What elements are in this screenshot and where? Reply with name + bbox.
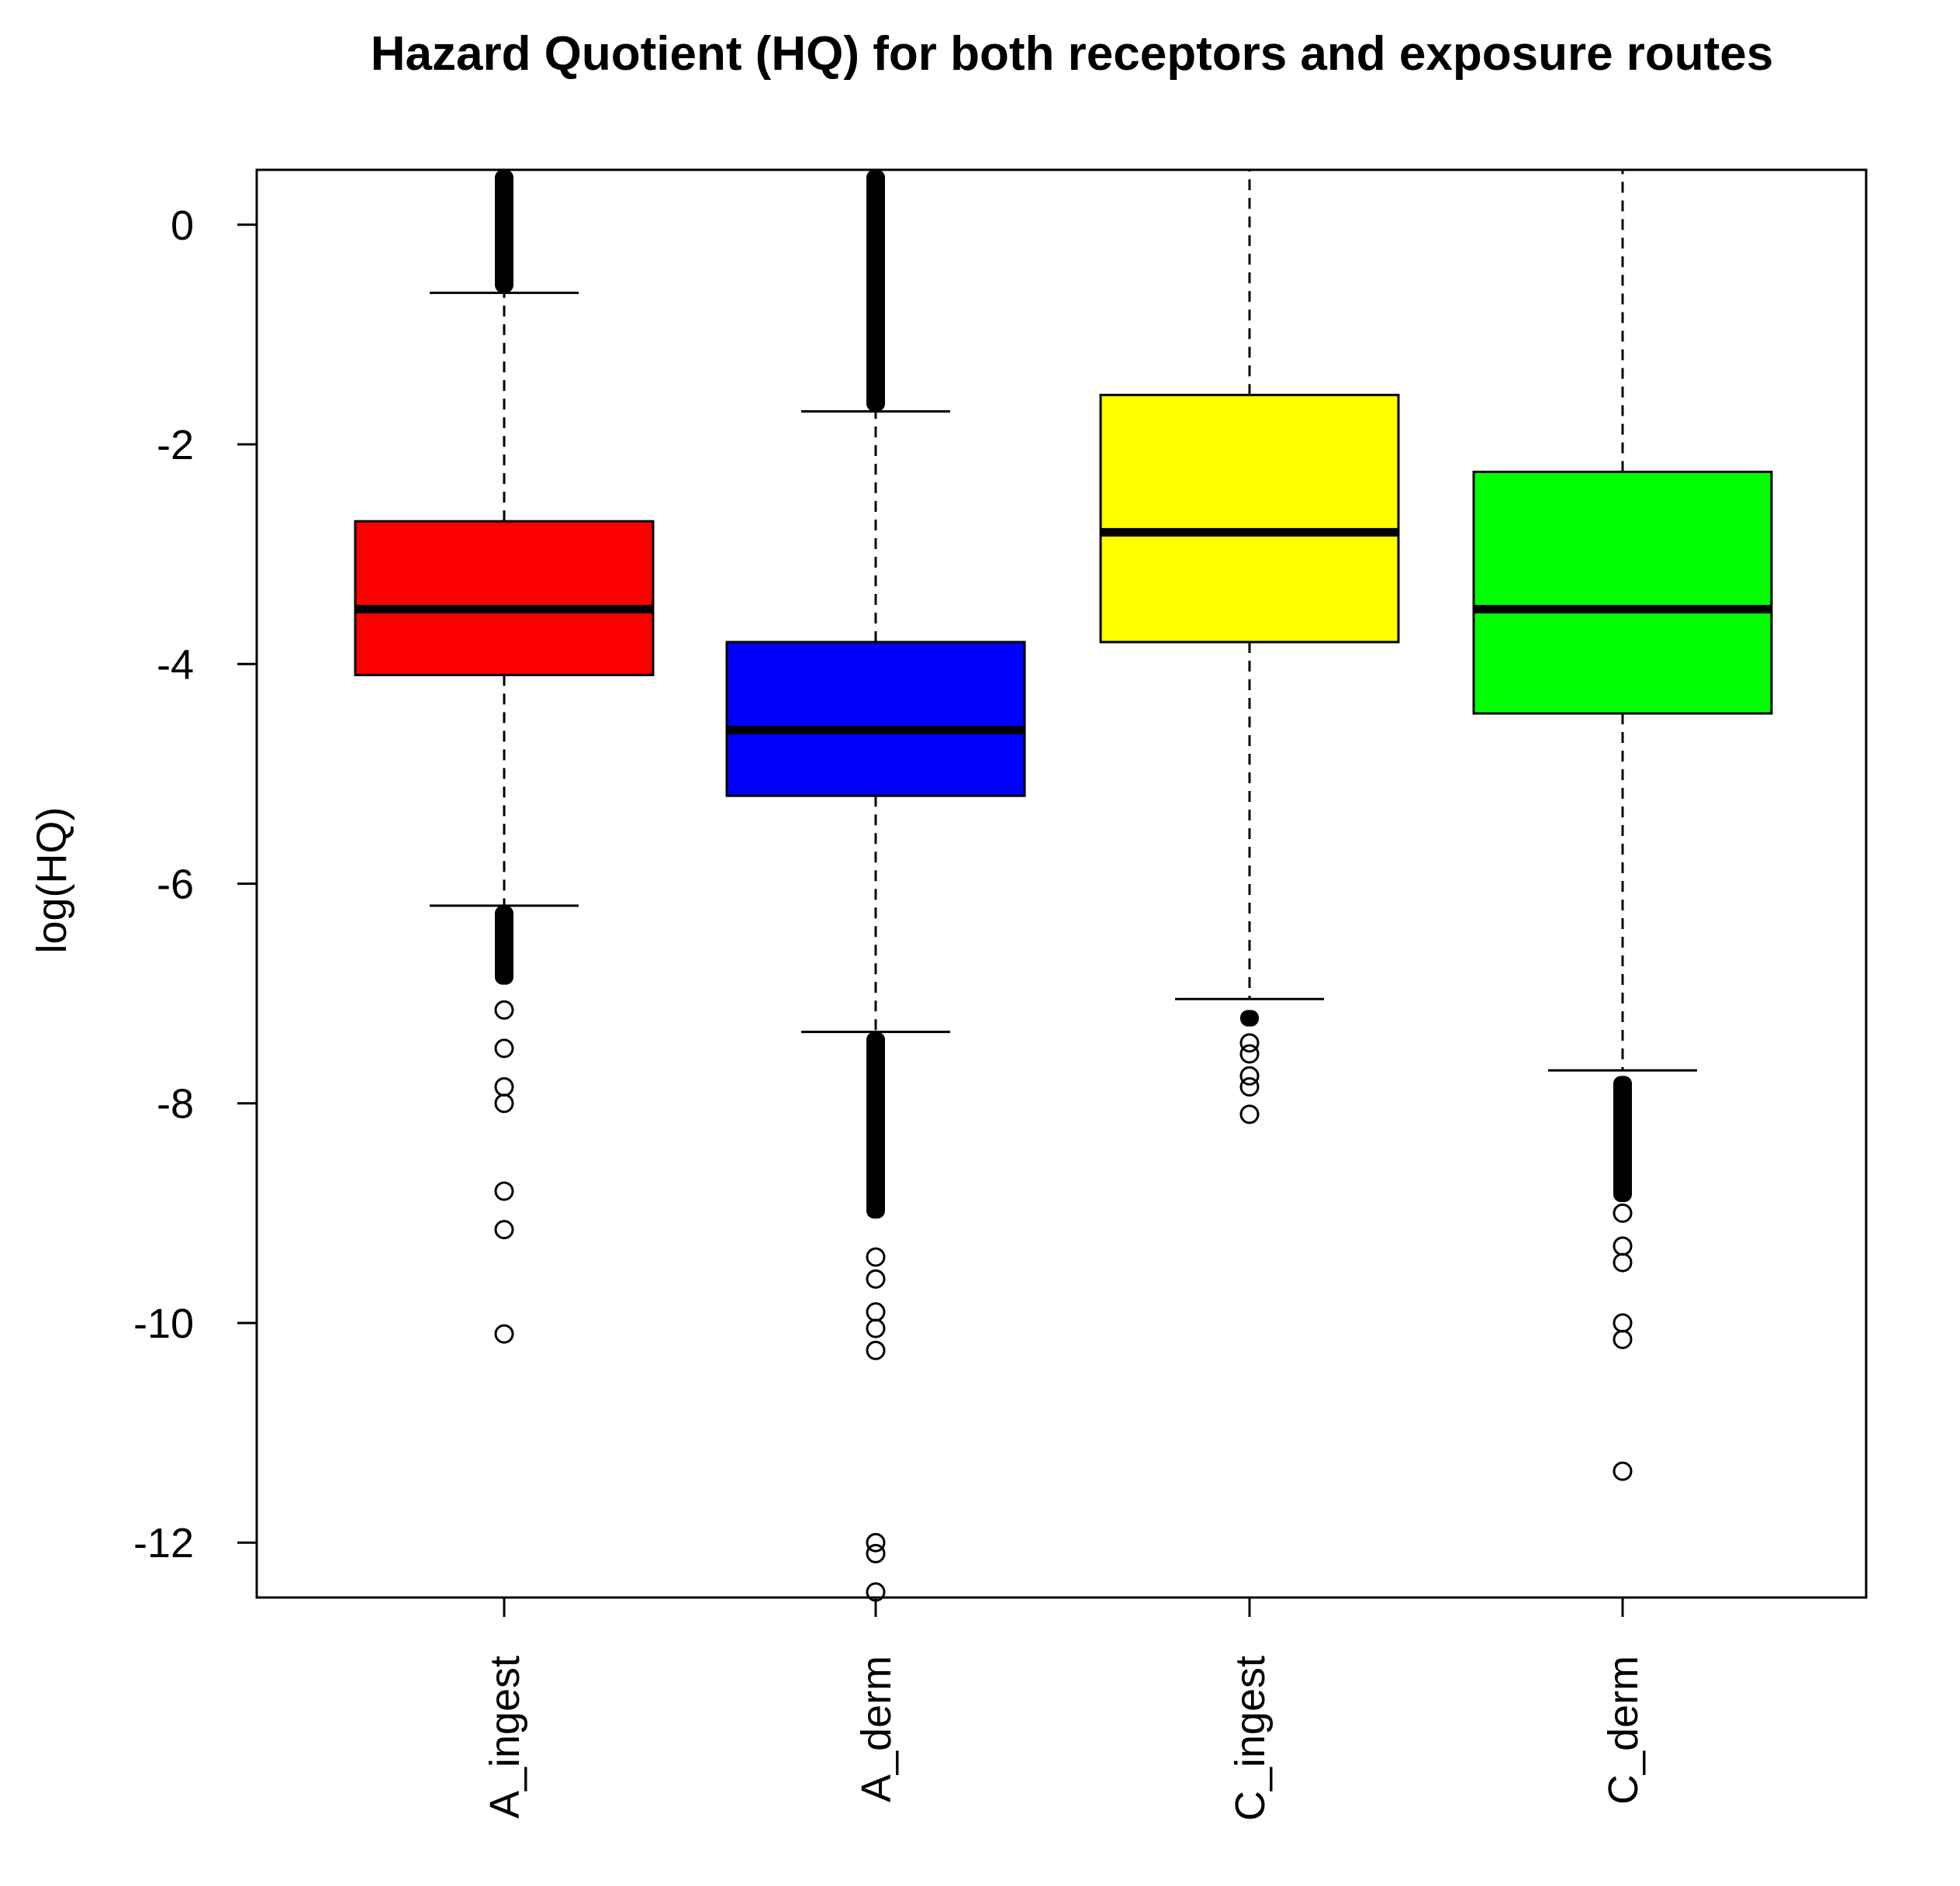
outlier-point [494, 1181, 514, 1201]
y-tick-label: 0 [171, 202, 194, 249]
y-axis-label: log(HQ) [29, 807, 75, 953]
outlier-point [494, 1324, 514, 1344]
axes: 0 -2 -4 -6 -8 -10 -12 A_ingest A_derm C_ingest C_d… [133, 202, 1647, 1821]
outlier-point [866, 1269, 886, 1289]
outlier-band-high [495, 170, 513, 293]
box-group-C_ingest [1099, 170, 1400, 1124]
outlier-point [1239, 1033, 1260, 1053]
box-C_derm [1472, 470, 1773, 715]
outlier-band-low [495, 905, 513, 985]
outlier-point [866, 1247, 886, 1267]
y-tick-label: -6 [157, 862, 194, 908]
box-A_derm [725, 641, 1026, 797]
outlier-band-low [1240, 1010, 1259, 1027]
outlier-point [866, 1340, 886, 1360]
plot-area [354, 170, 1773, 1602]
x-tick-label: A_derm [853, 1656, 900, 1802]
x-tick-label: A_ingest [482, 1656, 528, 1819]
outlier-point [1239, 1066, 1260, 1086]
outlier-band-low [1613, 1076, 1632, 1203]
box-C_ingest [1099, 393, 1400, 644]
outlier-point [1239, 1104, 1260, 1124]
box-A_ingest [354, 520, 655, 676]
outlier-point [1613, 1203, 1633, 1223]
y-tick-label: -12 [133, 1520, 194, 1566]
outlier-point [494, 1038, 514, 1059]
outlier-point [1613, 1461, 1633, 1481]
x-tick-label: C_derm [1600, 1656, 1647, 1805]
box-group-A_derm [725, 170, 1026, 1602]
y-tick-label: -2 [157, 422, 194, 468]
outlier-point [1613, 1252, 1633, 1273]
chart-title: Hazard Quotient (HQ) for both receptors … [371, 27, 1774, 81]
box-group-C_derm [1472, 170, 1773, 1481]
y-tick-label: -8 [157, 1081, 194, 1128]
y-tick-label: -4 [157, 641, 194, 688]
outlier-point [494, 1093, 514, 1114]
y-tick-label: -10 [133, 1301, 194, 1347]
outlier-point [1613, 1329, 1633, 1349]
outlier-point [866, 1532, 886, 1553]
box-group-A_ingest [354, 170, 655, 1344]
outlier-band-low [866, 1031, 885, 1219]
outlier-point [866, 1318, 886, 1339]
outlier-point [494, 1000, 514, 1020]
plot-frame [255, 168, 1868, 1599]
outlier-point [1239, 1044, 1260, 1064]
outlier-band-high [866, 170, 885, 412]
x-tick-label: C_ingest [1227, 1656, 1274, 1821]
outlier-point [1239, 1076, 1260, 1097]
outlier-point [866, 1543, 886, 1563]
outlier-point [494, 1220, 514, 1240]
